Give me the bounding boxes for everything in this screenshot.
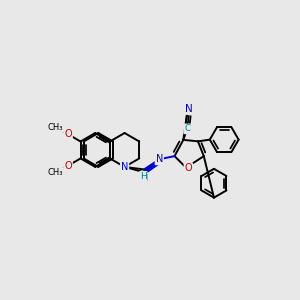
Text: C: C	[184, 124, 190, 134]
Text: O: O	[184, 164, 192, 173]
Text: H: H	[141, 174, 148, 183]
Text: N: N	[156, 154, 163, 164]
Text: H: H	[140, 172, 147, 181]
Text: O: O	[64, 129, 72, 139]
Text: N: N	[185, 104, 193, 114]
Text: CH₃: CH₃	[48, 123, 63, 132]
Text: O: O	[64, 160, 72, 171]
Text: CH₃: CH₃	[48, 168, 63, 177]
Text: N: N	[121, 162, 128, 172]
